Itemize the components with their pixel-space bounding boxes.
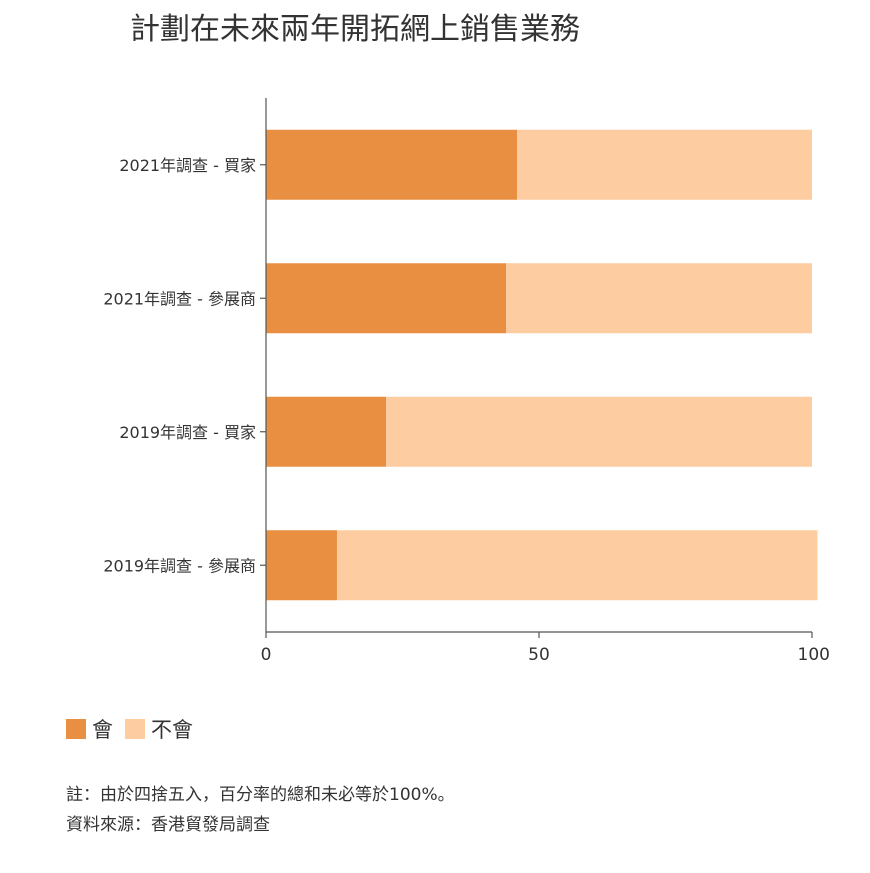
footnote-rounding: 註：由於四捨五入，百分率的總和未必等於100%。 [66,785,455,805]
chart-title: 計劃在未來兩年開拓網上銷售業務 [130,12,580,47]
bar-chart: 0 50 100 2021年調查 - 買家 2021年調查 - 參展商 2019年調查 … [103,98,830,665]
legend-item-will[interactable]: 會 [66,714,113,744]
footnote-source: 資料來源：香港貿發局調查 [66,815,270,835]
legend-swatch-will-not [125,719,145,739]
bar-will-not-2[interactable] [386,396,812,467]
category-label-1: 2021年調查 - 參展商 [103,289,256,308]
x-tick-label-2: 100 [798,645,830,665]
bars-group [266,129,818,601]
bar-will-3[interactable] [266,530,337,601]
bar-will-not-0[interactable] [517,129,812,200]
bar-will-not-3[interactable] [336,530,818,601]
category-label-2: 2019年調查 - 買家 [119,423,256,442]
footnotes: 註：由於四捨五入，百分率的總和未必等於100%。 資料來源：香港貿發局調查 [66,780,455,840]
category-label-3: 2019年調查 - 參展商 [103,556,256,575]
x-tick-label-1: 50 [528,645,550,665]
bar-will-2[interactable] [266,396,387,467]
bar-will-1[interactable] [266,263,507,334]
legend-label-will: 會 [92,718,113,742]
legend: 會 不會 [66,714,205,744]
legend-swatch-will [66,719,86,739]
legend-item-will-not[interactable]: 不會 [125,714,193,744]
legend-label-will-not: 不會 [151,718,193,742]
category-label-0: 2021年調查 - 買家 [119,156,256,175]
bar-will-0[interactable] [266,129,518,200]
x-tick-label-0: 0 [261,645,272,665]
bar-will-not-1[interactable] [506,263,812,334]
category-labels-group: 2021年調查 - 買家 2021年調查 - 參展商 2019年調查 - 買家 201… [103,156,266,575]
ticks-group: 0 50 100 [261,632,830,665]
